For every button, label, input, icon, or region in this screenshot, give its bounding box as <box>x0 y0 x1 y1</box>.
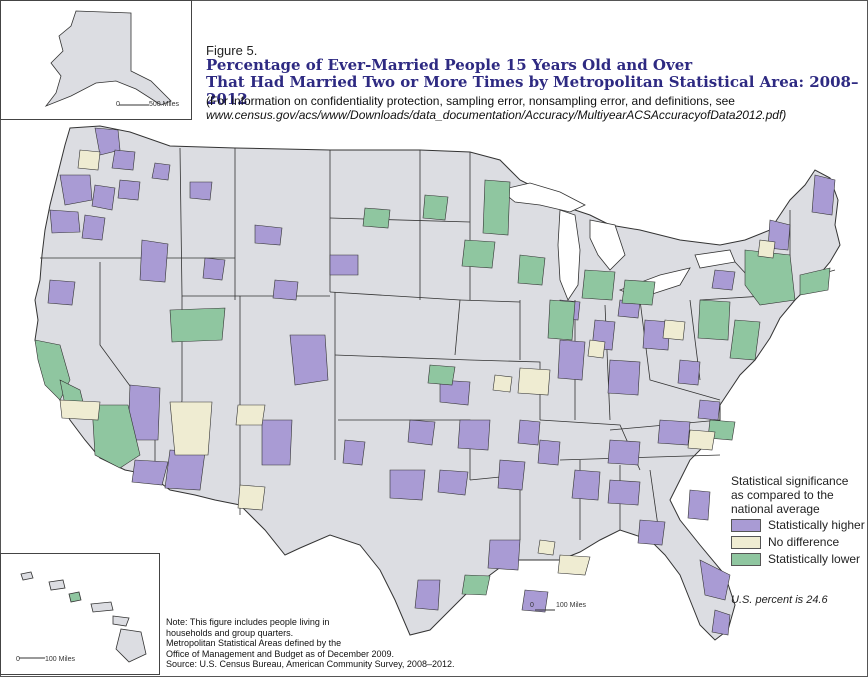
legend-label-nodiff: No difference <box>768 535 840 549</box>
footnote-source: Source: U.S. Census Bureau, American Com… <box>166 659 455 669</box>
hawaii-scale-zero: 0 <box>16 656 20 663</box>
figure-title: Percentage of Ever-Married People 15 Yea… <box>206 57 868 108</box>
figure-title-line1: Percentage of Ever-Married People 15 Yea… <box>206 56 693 74</box>
figure-note-line1: (For information on confidentiality prot… <box>206 94 735 108</box>
msa-higher <box>47 127 836 636</box>
footnote: Note: This figure includes people living… <box>166 617 454 670</box>
legend: Statistical significance as compared to … <box>731 474 865 567</box>
hawaii-inset: 0 100 Miles <box>0 553 160 675</box>
legend-title-line1: Statistical significance <box>731 474 849 488</box>
main-scale-label: 100 Miles <box>556 602 586 609</box>
legend-label-lower: Statistically lower <box>768 552 861 566</box>
figure-note-url: www.census.gov/acs/www/Downloads/data_do… <box>206 108 787 122</box>
legend-title-line3: national average <box>731 502 820 516</box>
alaska-scale-zero: 0 <box>116 101 120 108</box>
figure-title-line2: That Had Married Two or More Times by Me… <box>206 73 859 108</box>
lake-huron <box>589 219 626 271</box>
alaska-landmass <box>44 10 172 107</box>
legend-title-line2: as compared to the <box>731 488 834 502</box>
legend-swatch-nodiff <box>731 535 761 549</box>
lake-superior <box>499 182 586 213</box>
us-percent-note: U.S. percent is 24.6 <box>731 594 828 606</box>
alaska-inset: 0 500 Miles <box>0 0 192 120</box>
figure-label: Figure 5. <box>206 43 258 58</box>
msa-lower <box>34 179 831 596</box>
lake-michigan <box>557 209 581 301</box>
footnote-line3: Metropolitan Statistical Areas defined b… <box>166 638 342 648</box>
legend-swatch-higher <box>731 518 761 532</box>
alaska-map <box>44 10 172 107</box>
legend-swatch-lower <box>731 552 761 566</box>
main-scale-zero: 0 <box>530 602 534 609</box>
hawaii-scale-label: 100 Miles <box>45 656 75 663</box>
legend-item-nodiff: No difference <box>731 534 865 550</box>
footnote-line1: Note: This figure includes people living… <box>166 617 330 627</box>
legend-label-higher: Statistically higher <box>768 518 865 532</box>
footnote-line4: Office of Management and Budget as of De… <box>166 648 394 659</box>
legend-item-higher: Statistically higher <box>731 517 865 533</box>
hawaii-map <box>19 571 147 663</box>
legend-item-lower: Statistically lower <box>731 551 865 567</box>
figure-note: (For information on confidentiality prot… <box>206 94 786 122</box>
alaska-scale-label: 500 Miles <box>149 101 179 108</box>
footnote-line2: households and group quarters. <box>166 627 294 638</box>
msa-nodiff <box>59 149 776 576</box>
